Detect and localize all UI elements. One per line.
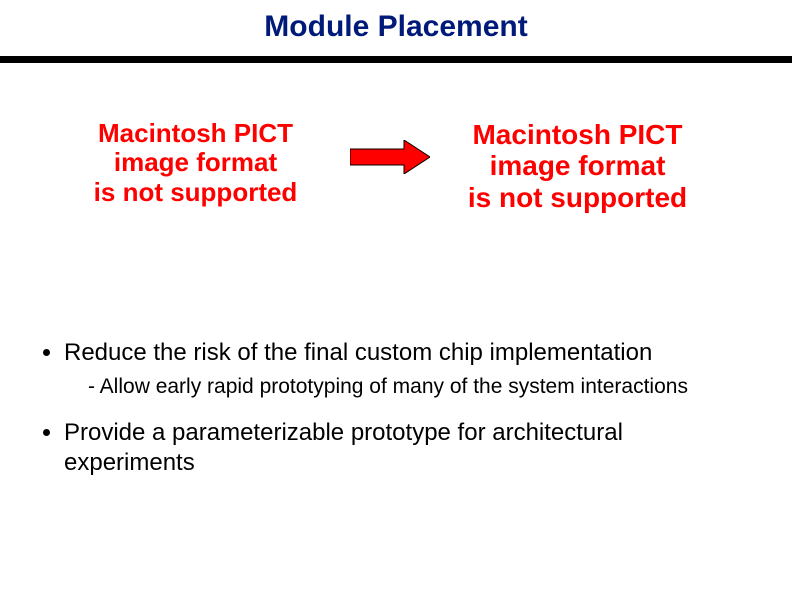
pict-unsupported-left-line2: image format [70, 148, 321, 178]
pict-unsupported-left-line3: is not supported [70, 178, 321, 208]
sub-bullet-text: Allow early rapid prototyping of many of… [100, 375, 688, 398]
arrow-shape [350, 140, 430, 174]
pict-unsupported-left-line1: Macintosh PICT [70, 119, 321, 149]
slide-title: Module Placement [0, 10, 792, 44]
bullet-text: Reduce the risk of the final custom chip… [64, 339, 652, 366]
bullet-item: Reduce the risk of the final custom chip… [64, 338, 750, 400]
arrow-right-icon [350, 140, 430, 174]
pict-unsupported-right-line2: image format [440, 150, 715, 182]
bullet-region: Reduce the risk of the final custom chip… [40, 338, 750, 496]
sub-bullet-list: Allow early rapid prototyping of many of… [64, 374, 750, 400]
bullet-list: Reduce the risk of the final custom chip… [40, 338, 750, 478]
bullet-item: Provide a parameterizable prototype for … [64, 418, 750, 478]
slide: Module Placement Macintosh PICT image fo… [0, 0, 792, 612]
pict-unsupported-right-line1: Macintosh PICT [440, 119, 715, 151]
pict-unsupported-right-line3: is not supported [440, 182, 715, 214]
divider-rule [0, 56, 792, 63]
sub-bullet-item: Allow early rapid prototyping of many of… [88, 374, 750, 400]
bullet-text: Provide a parameterizable prototype for … [64, 419, 623, 476]
